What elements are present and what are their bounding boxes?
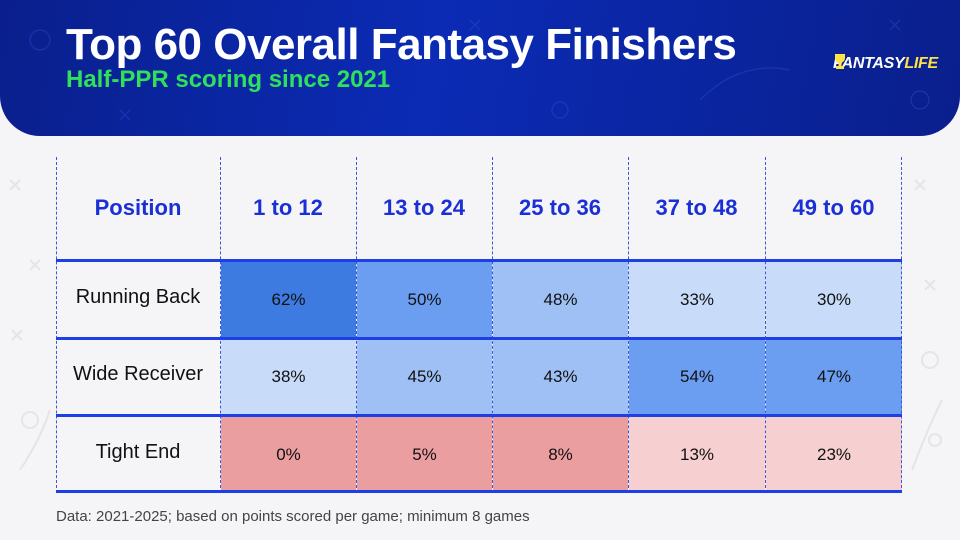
column-divider: [765, 157, 766, 493]
table-cell: 5%: [357, 417, 492, 492]
column-header: 1 to 12: [253, 195, 323, 220]
trophy-icon: [835, 54, 845, 69]
page-title: Top 60 Overall Fantasy Finishers: [66, 20, 737, 69]
table-cell: 43%: [493, 339, 628, 414]
row-label: Tight End: [95, 441, 181, 463]
column-divider: [901, 157, 902, 493]
header-banner: Top 60 Overall Fantasy Finishers Half-PP…: [0, 0, 960, 136]
table-cell: 30%: [766, 262, 902, 337]
table-cell: 62%: [221, 262, 356, 337]
footnote: Data: 2021-2025; based on points scored …: [56, 508, 530, 525]
table-cell: 13%: [629, 417, 765, 492]
fantasylife-logo: FANTASYLIFE: [833, 52, 938, 76]
column-header: 37 to 48: [655, 195, 738, 220]
table-cell: 47%: [766, 339, 902, 414]
page-subtitle: Half-PPR scoring since 2021: [66, 66, 391, 93]
table-cell: 33%: [629, 262, 765, 337]
column-divider: [220, 157, 221, 493]
table-cell: 48%: [493, 262, 628, 337]
column-header: 25 to 36: [519, 195, 601, 220]
column-divider: [628, 157, 629, 493]
table-cell: 50%: [357, 262, 492, 337]
row-separator: [56, 337, 902, 340]
column-divider: [356, 157, 357, 493]
table-cell: 45%: [357, 339, 492, 414]
logo-text: FANTASYLIFE: [833, 55, 938, 72]
table-cell: 54%: [629, 339, 765, 414]
table-cell: 0%: [221, 417, 356, 492]
header-position: Position: [94, 195, 182, 220]
column-divider: [492, 157, 493, 493]
column-header: 13 to 24: [383, 195, 465, 220]
row-label: Running Back: [75, 286, 201, 308]
table-cell: 8%: [493, 417, 628, 492]
table-cell: 23%: [766, 417, 902, 492]
row-separator: [56, 490, 902, 493]
finishers-table: 62% 50% 48% 33% 30% 38% 45% 43% 54% 47% 0% 5% 8% 13% 2…: [56, 157, 902, 493]
table-cell: 38%: [221, 339, 356, 414]
row-separator: [56, 414, 902, 417]
row-label: Wide Receiver: [72, 363, 204, 385]
banner-pattern: [29, 19, 930, 121]
column-divider: [56, 157, 57, 493]
column-header: 49 to 60: [792, 195, 875, 220]
row-separator: [56, 259, 902, 262]
